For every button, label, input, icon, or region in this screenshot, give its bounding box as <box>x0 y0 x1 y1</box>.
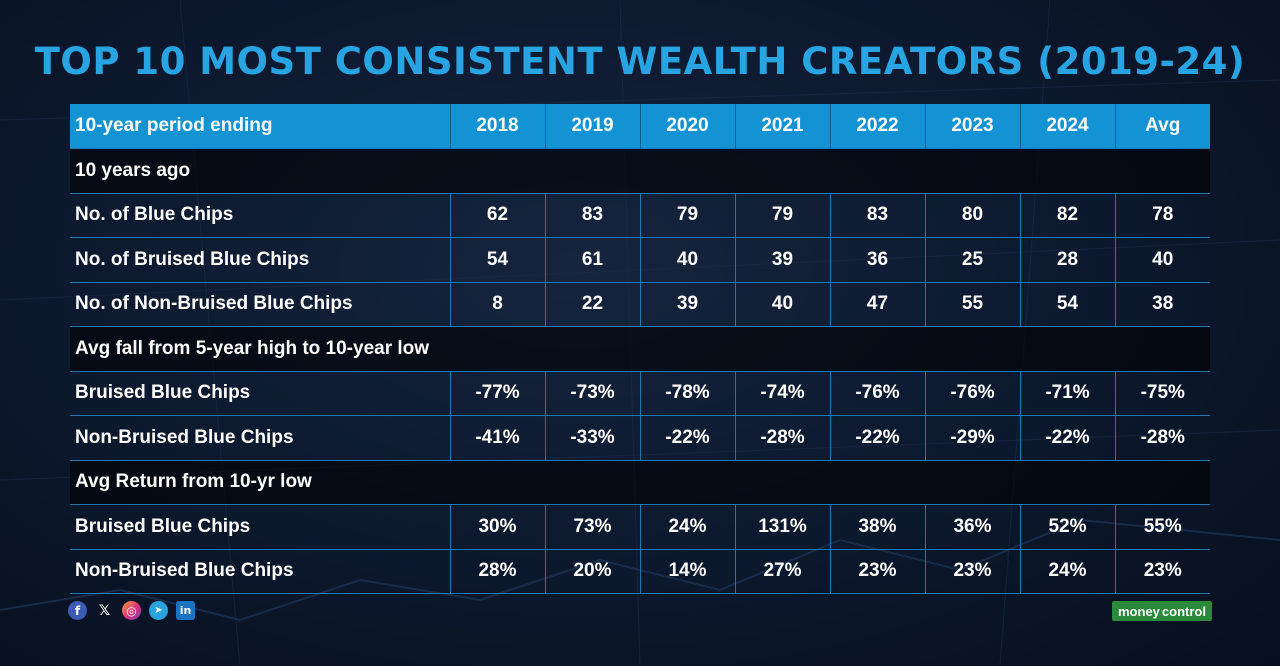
table-cell: 8 <box>449 281 545 327</box>
brand-name-part2: control <box>1161 603 1206 619</box>
table-cell: 55% <box>1114 504 1210 549</box>
column-header: 2021 <box>734 104 830 149</box>
column-header: 2023 <box>924 104 1020 149</box>
table-cell: 40 <box>639 237 735 282</box>
facebook-icon[interactable]: f <box>68 601 87 620</box>
table-cell: 80 <box>924 192 1020 238</box>
table-cell: 40 <box>1114 237 1210 282</box>
table-row: Non-Bruised Blue Chips -41% -33% -22% -28% -2… <box>70 415 1210 460</box>
table-cell: 54 <box>449 237 545 282</box>
table-cell: -76% <box>924 370 1020 416</box>
table-row: Bruised Blue Chips 30% 73% 24% 131% 38% 36% 52%… <box>70 504 1210 549</box>
table-cell: 36% <box>924 504 1020 549</box>
table-cell: -28% <box>1114 415 1210 460</box>
table-row: No. of Blue Chips 62 83 79 79 83 80 82 78 <box>70 192 1210 238</box>
column-header: 2019 <box>544 104 640 149</box>
section-label: Avg Return from 10-yr low <box>70 459 1210 505</box>
social-links: f 𝕏 ◎ ➤ in <box>68 601 195 620</box>
page-title: TOP 10 MOST CONSISTENT WEALTH CREATORS (… <box>34 40 1246 83</box>
table-cell: -28% <box>734 415 830 460</box>
x-icon[interactable]: 𝕏 <box>98 602 111 619</box>
table-cell: 36 <box>829 237 925 282</box>
row-label: No. of Non-Bruised Blue Chips <box>70 281 450 327</box>
telegram-icon[interactable]: ➤ <box>149 601 168 620</box>
table-row: No. of Bruised Blue Chips 54 61 40 39 36 25 28 4… <box>70 237 1210 282</box>
table-cell: -71% <box>1019 370 1115 416</box>
table-cell: 131% <box>734 504 830 549</box>
table-cell: 52% <box>1019 504 1115 549</box>
table-cell: 23% <box>829 548 925 594</box>
table-cell: 27% <box>734 548 830 594</box>
table-cell: 24% <box>639 504 735 549</box>
table-cell: -41% <box>449 415 545 460</box>
table-cell: 28% <box>449 548 545 594</box>
table-body: 10 years ago No. of Blue Chips 62 83 79 79 83 8… <box>70 148 1210 594</box>
column-header: 2018 <box>449 104 545 149</box>
table-cell: 61 <box>544 237 640 282</box>
row-label: No. of Bruised Blue Chips <box>70 237 450 282</box>
table-cell: 79 <box>639 192 735 238</box>
table-cell: 25 <box>924 237 1020 282</box>
brand-name-part1: money <box>1118 603 1160 619</box>
table-cell: 40 <box>734 281 830 327</box>
table-cell: -76% <box>829 370 925 416</box>
row-label: Bruised Blue Chips <box>70 370 450 416</box>
section-label: Avg fall from 5-year high to 10-year low <box>70 326 1210 371</box>
instagram-icon[interactable]: ◎ <box>122 601 141 620</box>
table-cell: 73% <box>544 504 640 549</box>
section-header-row: Avg fall from 5-year high to 10-year low <box>70 326 1210 371</box>
table-cell: 23% <box>1114 548 1210 594</box>
table-cell: 82 <box>1019 192 1115 238</box>
table-cell: -74% <box>734 370 830 416</box>
table-cell: 83 <box>544 192 640 238</box>
column-header: 2022 <box>829 104 925 149</box>
table-cell: -22% <box>1019 415 1115 460</box>
section-label: 10 years ago <box>70 148 1210 193</box>
table-cell: 28 <box>1019 237 1115 282</box>
column-header: 2024 <box>1019 104 1115 149</box>
row-label: Bruised Blue Chips <box>70 504 450 549</box>
table-cell: -22% <box>829 415 925 460</box>
table-cell: -29% <box>924 415 1020 460</box>
table-cell: -78% <box>639 370 735 416</box>
table-header-row: 10-year period ending 2018 2019 2020 202… <box>70 104 1210 149</box>
table-cell: -73% <box>544 370 640 416</box>
section-header-row: 10 years ago <box>70 148 1210 193</box>
table-cell: 38 <box>1114 281 1210 327</box>
table-row: Bruised Blue Chips -77% -73% -78% -74% -76% -7… <box>70 370 1210 416</box>
table-cell: -33% <box>544 415 640 460</box>
table-cell: 14% <box>639 548 735 594</box>
table-cell: 47 <box>829 281 925 327</box>
data-table: 10-year period ending 2018 2019 2020 202… <box>70 104 1210 594</box>
table-cell: 79 <box>734 192 830 238</box>
table-cell: 38% <box>829 504 925 549</box>
table-cell: -75% <box>1114 370 1210 416</box>
table-cell: 30% <box>449 504 545 549</box>
table-cell: 22 <box>544 281 640 327</box>
table-cell: 83 <box>829 192 925 238</box>
table-cell: 78 <box>1114 192 1210 238</box>
table-cell: 39 <box>639 281 735 327</box>
row-label: Non-Bruised Blue Chips <box>70 415 450 460</box>
column-header: Avg <box>1114 104 1210 149</box>
section-header-row: Avg Return from 10-yr low <box>70 459 1210 505</box>
table-cell: 20% <box>544 548 640 594</box>
table-cell: 39 <box>734 237 830 282</box>
table-row: No. of Non-Bruised Blue Chips 8 22 39 40 47 55… <box>70 281 1210 327</box>
table-cell: -22% <box>639 415 735 460</box>
table-cell: 55 <box>924 281 1020 327</box>
table-cell: 62 <box>449 192 545 238</box>
table-cell: 23% <box>924 548 1020 594</box>
moneycontrol-logo: money control <box>1112 601 1212 621</box>
linkedin-icon[interactable]: in <box>176 601 195 620</box>
table-cell: 24% <box>1019 548 1115 594</box>
table-cell: -77% <box>449 370 545 416</box>
column-header: 10-year period ending <box>70 104 450 149</box>
row-label: Non-Bruised Blue Chips <box>70 548 450 594</box>
column-header: 2020 <box>639 104 735 149</box>
row-label: No. of Blue Chips <box>70 192 450 238</box>
table-cell: 54 <box>1019 281 1115 327</box>
table-row: Non-Bruised Blue Chips 28% 20% 14% 27% 23% 23%… <box>70 548 1210 594</box>
